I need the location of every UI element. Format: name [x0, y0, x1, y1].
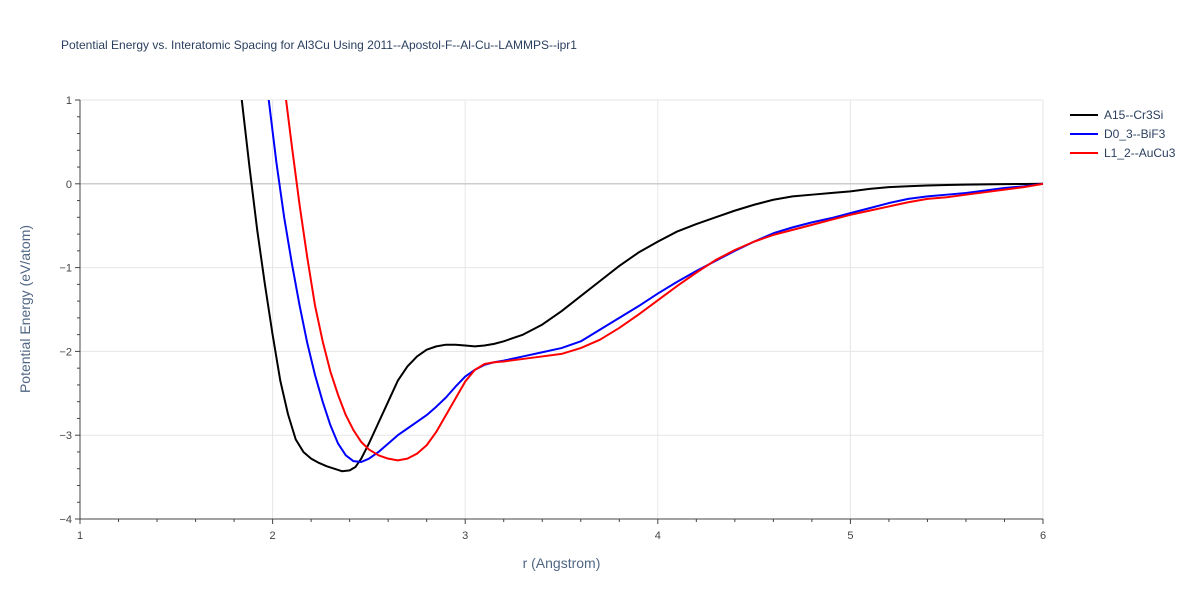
x-tick-label-3: 4 — [655, 530, 661, 542]
x-tick-label-1: 2 — [270, 530, 276, 542]
legend-label-2: L1_2--AuCu3 — [1104, 146, 1176, 160]
y-axis: 1 0 −1 −2 −3 −4 — [59, 95, 81, 526]
x-tick-label-5: 6 — [1040, 530, 1046, 542]
x-tick-label-0: 1 — [77, 530, 83, 542]
legend-item-2[interactable]: L1_2--AuCu3 — [1070, 146, 1176, 160]
y-tick-label-2: −1 — [59, 263, 72, 275]
y-tick-label-5: −4 — [59, 514, 72, 526]
series-line-1 — [267, 100, 1043, 464]
legend-item-0[interactable]: A15--Cr3Si — [1070, 108, 1163, 122]
legend[interactable]: A15--Cr3Si D0_3--BiF3 L1_2--AuCu3 — [1070, 108, 1176, 160]
legend-label-1: D0_3--BiF3 — [1104, 127, 1166, 141]
y-tick-label-4: −3 — [59, 430, 72, 442]
series-line-2 — [285, 100, 1043, 462]
x-tick-label-2: 3 — [462, 530, 468, 542]
chart-title: Potential Energy vs. Interatomic Spacing… — [61, 38, 577, 52]
y-tick-label-0: 1 — [66, 95, 72, 107]
x-axis: 1 2 3 4 5 6 — [77, 518, 1046, 542]
series-line-0 — [240, 100, 1043, 473]
grid — [80, 99, 1044, 519]
x-axis-label: r (Angstrom) — [523, 555, 601, 571]
plot-lines — [240, 100, 1043, 473]
legend-label-0: A15--Cr3Si — [1104, 108, 1163, 122]
y-tick-label-1: 0 — [66, 179, 72, 191]
x-tick-label-4: 5 — [847, 530, 853, 542]
y-tick-label-3: −2 — [59, 346, 72, 358]
y-axis-label: Potential Energy (eV/atom) — [17, 225, 33, 393]
legend-item-1[interactable]: D0_3--BiF3 — [1070, 127, 1166, 141]
